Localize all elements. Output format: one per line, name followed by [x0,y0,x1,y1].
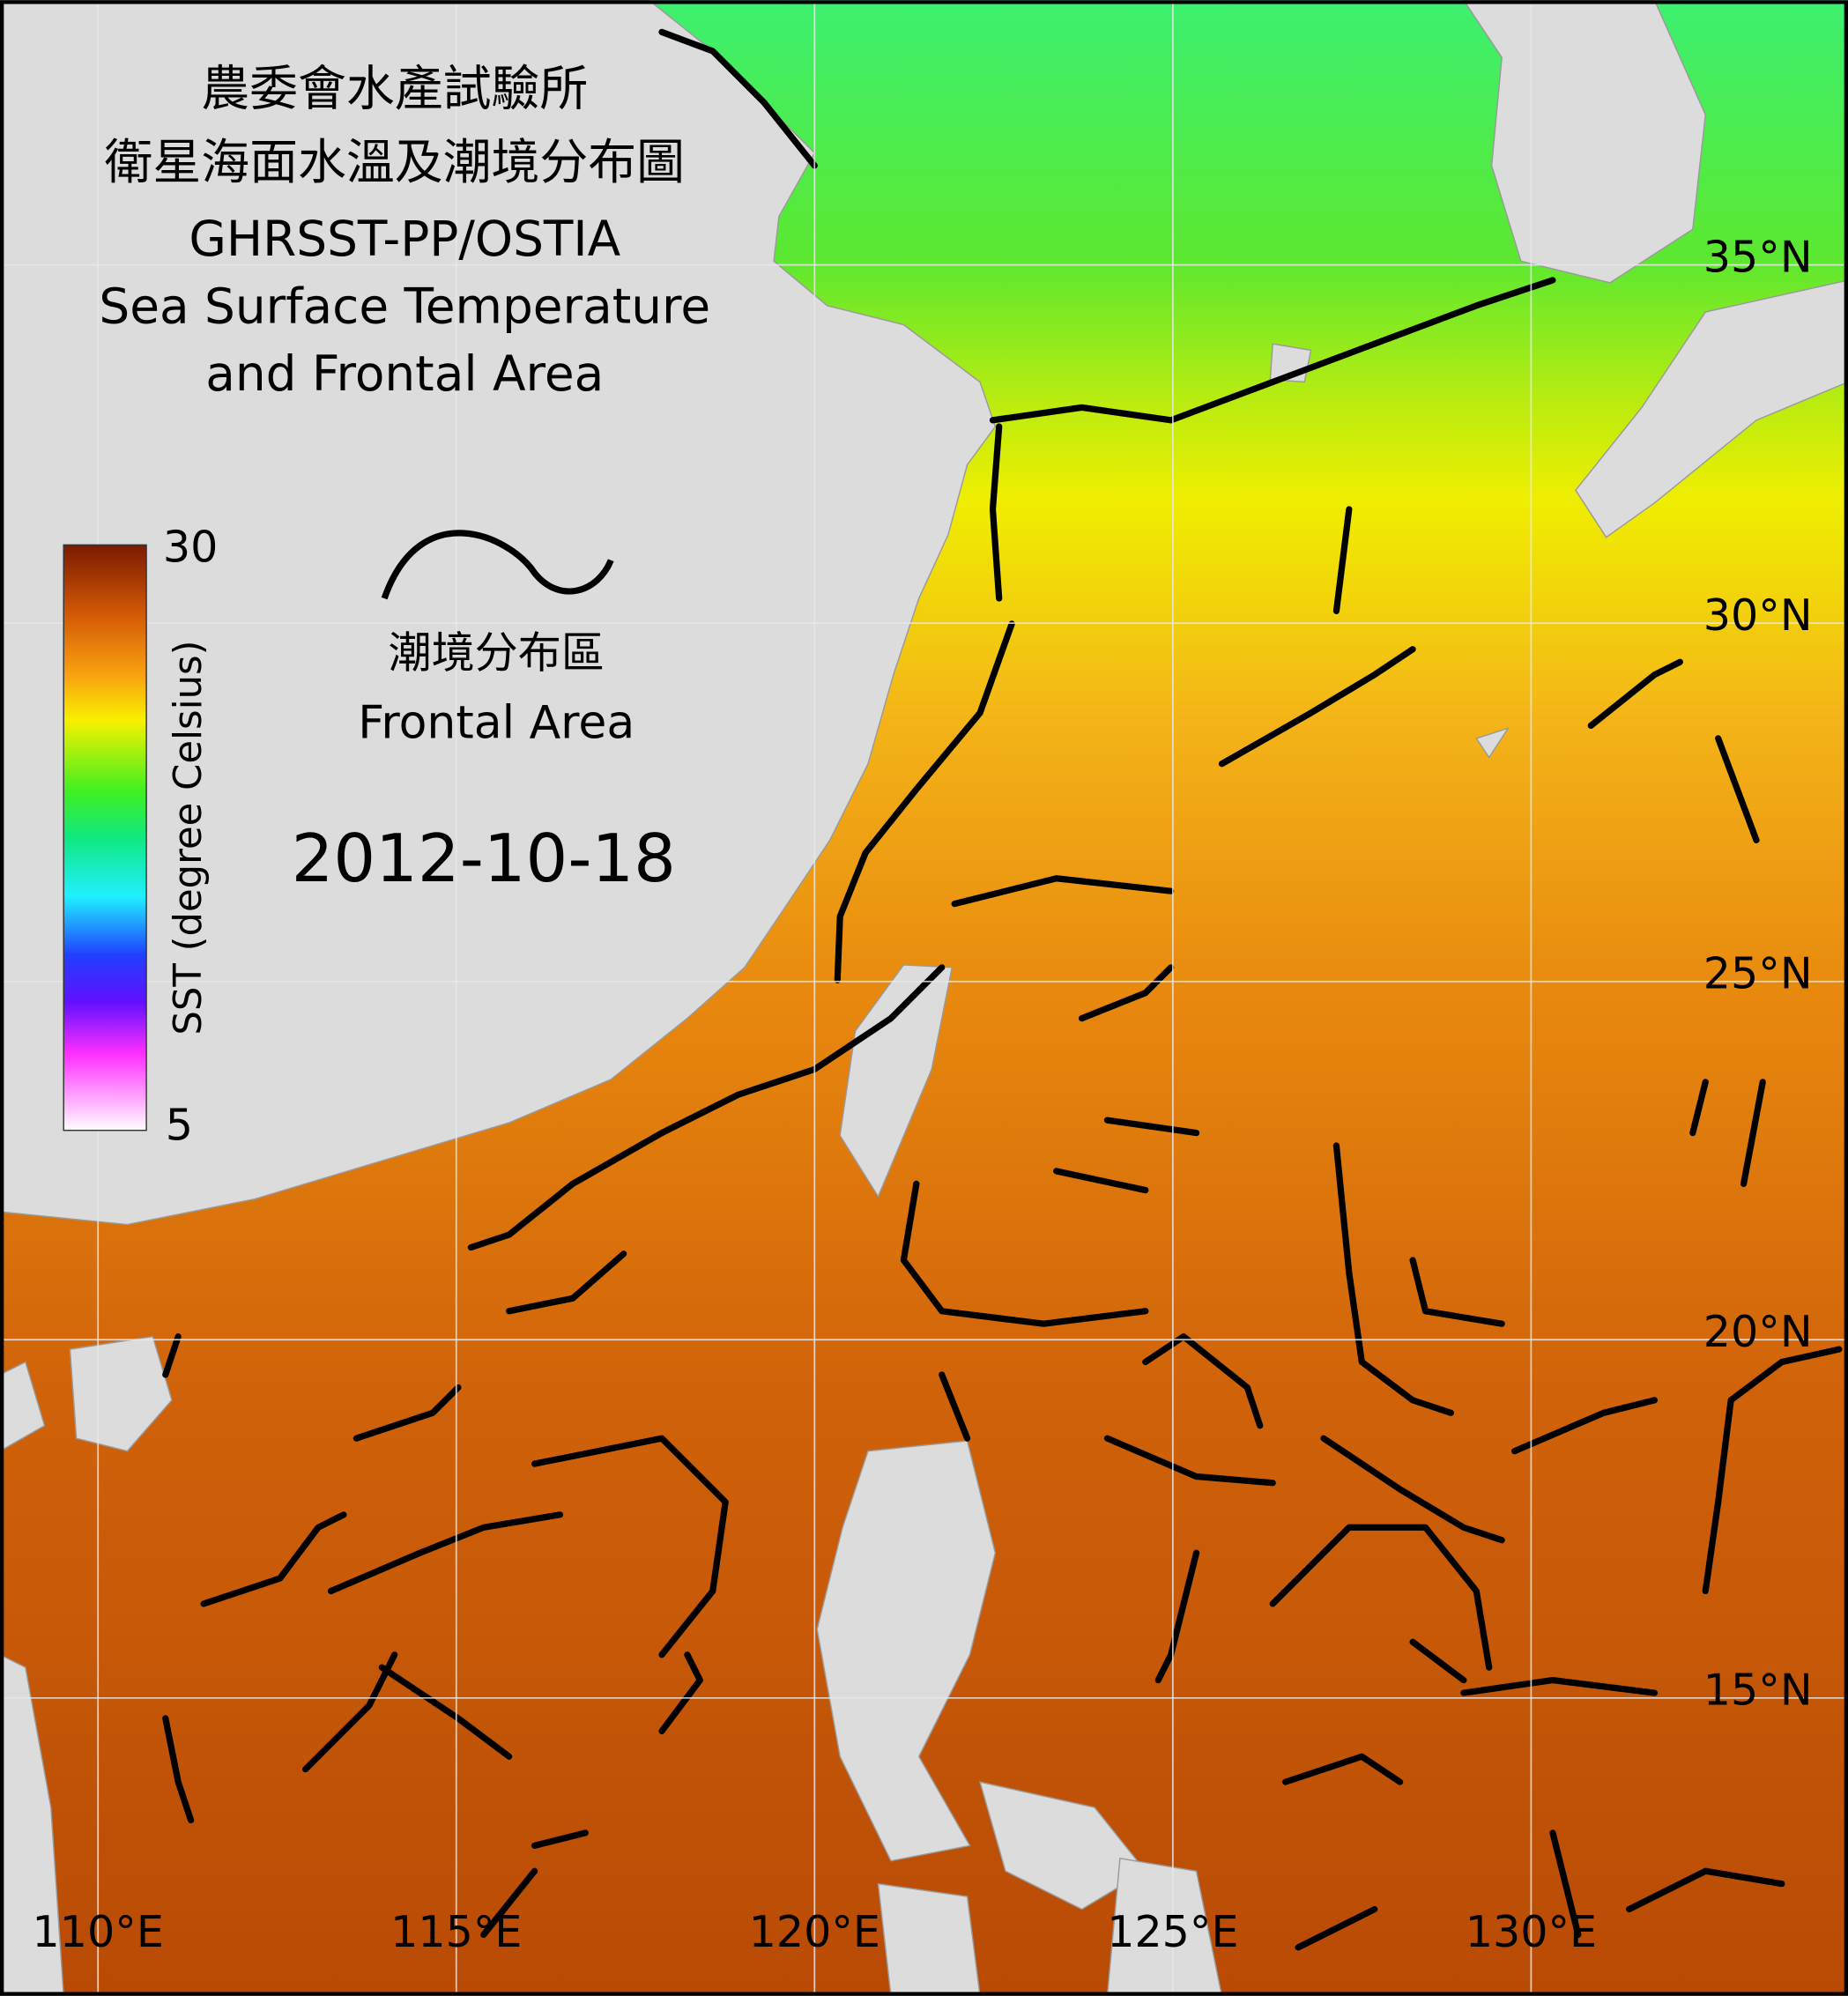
colorbar-label: SST (degree Celsius) [167,640,211,1035]
legend-label: Frontal Area [358,696,635,749]
colorbar-min: 5 [166,1099,193,1150]
lon-label: 125°E [1107,1906,1238,1957]
legend-symbol [381,530,614,600]
lat-label: 20°N [1703,1306,1813,1357]
lon-label: 120°E [749,1906,880,1957]
lat-label: 25°N [1703,947,1813,998]
title-block: 農委會水產試驗所 衛星海面水溫及潮境分布圖 GHRSST-PP/OSTIA Se… [99,60,710,402]
lon-label: 115°E [390,1906,522,1957]
fronts [162,28,1843,1951]
lon-label: 130°E [1466,1906,1597,1957]
title-line: 農委會水產試驗所 [201,60,588,116]
lat-label: 15°N [1703,1665,1813,1716]
lat-label: 30°N [1703,590,1813,641]
lon-label: 110°E [33,1906,164,1957]
lat-label: 35°N [1703,231,1813,282]
title-line: 衛星海面水溫及潮境分布圖 [104,134,685,190]
title-line: Sea Surface Temperature [99,278,710,334]
legend-label: 潮境分布區 [389,627,605,679]
colorbar [63,544,147,1132]
colorbar-max: 30 [163,522,218,573]
date: 2012-10-18 [292,820,676,897]
title-line: GHRSST-PP/OSTIA [189,211,620,267]
title-line: and Frontal Area [205,345,604,402]
